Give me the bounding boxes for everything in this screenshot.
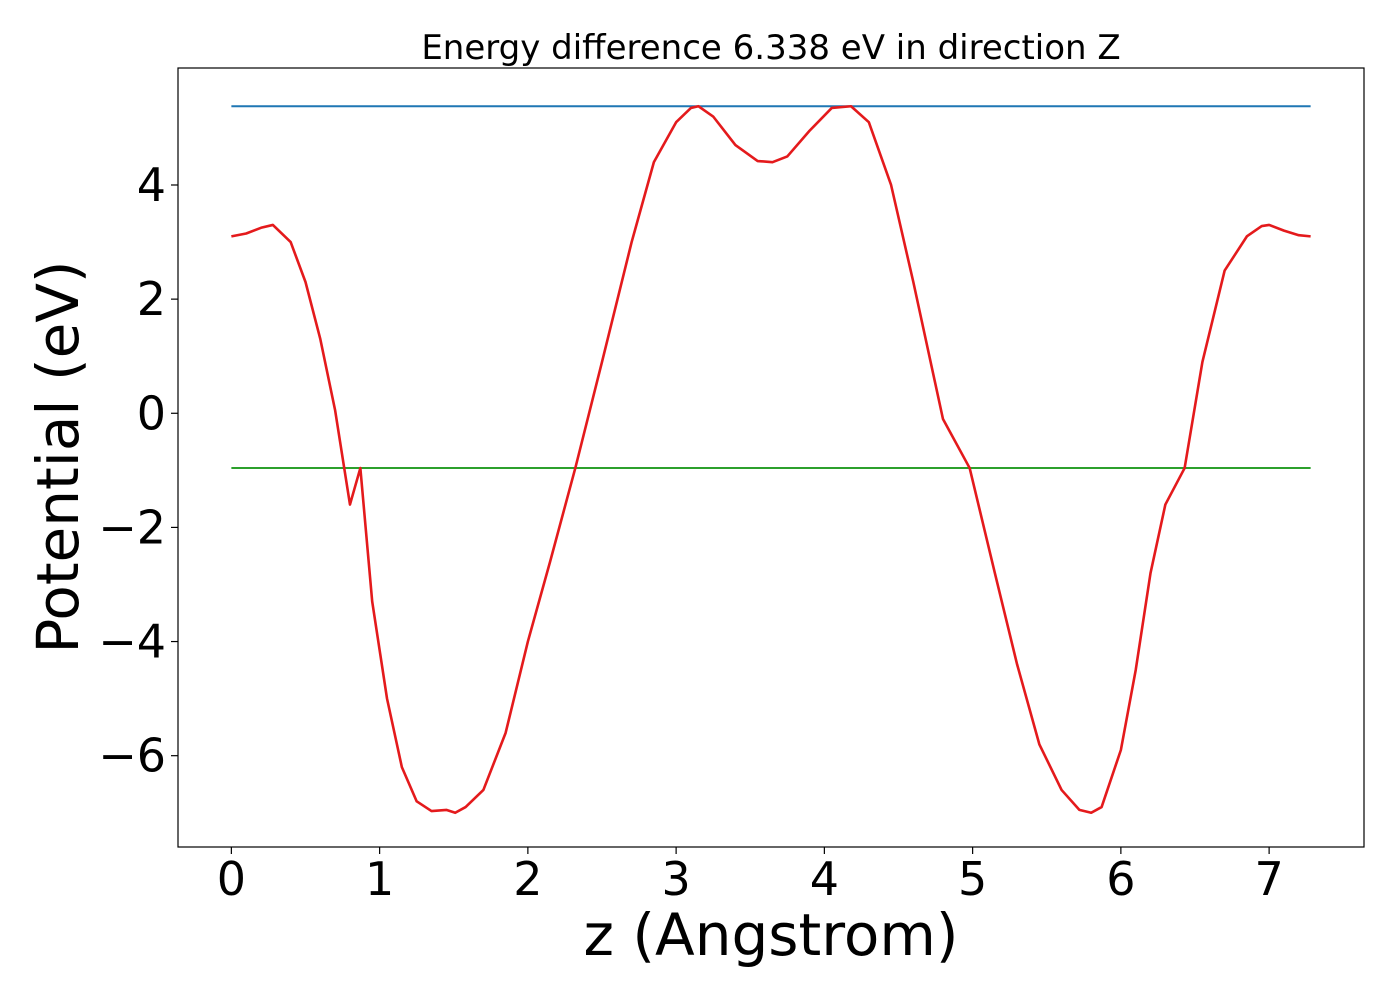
- chart-title: Energy difference 6.338 eV in direction …: [421, 28, 1120, 68]
- x-axis-ticks: 0 1 2 3 4 5 6 7: [217, 847, 1284, 906]
- x-tick-label: 6: [1106, 852, 1135, 906]
- y-tick-label: −4: [98, 615, 166, 669]
- series-layer: [231, 104, 1311, 815]
- x-tick-label: 4: [810, 852, 839, 906]
- plot-frame: [177, 67, 1365, 848]
- x-tick-label: 7: [1254, 852, 1283, 906]
- y-axis-label: Potential (eV): [24, 260, 92, 653]
- x-tick-label: 5: [958, 852, 987, 906]
- y-tick-label: 2: [137, 272, 166, 326]
- x-axis-label: z (Angstrom): [584, 901, 959, 969]
- y-axis-ticks: 4 2 0 −2 −4 −6: [98, 158, 178, 783]
- x-tick-label: 0: [217, 852, 246, 906]
- series-red-curve: [231, 104, 1311, 815]
- x-tick-label: 1: [365, 852, 394, 906]
- y-tick-label: 4: [137, 158, 166, 212]
- y-tick-label: −6: [98, 729, 166, 783]
- y-tick-label: −2: [98, 500, 166, 554]
- x-tick-label: 3: [661, 852, 690, 906]
- x-tick-label: 2: [513, 852, 542, 906]
- y-tick-label: 0: [137, 386, 166, 440]
